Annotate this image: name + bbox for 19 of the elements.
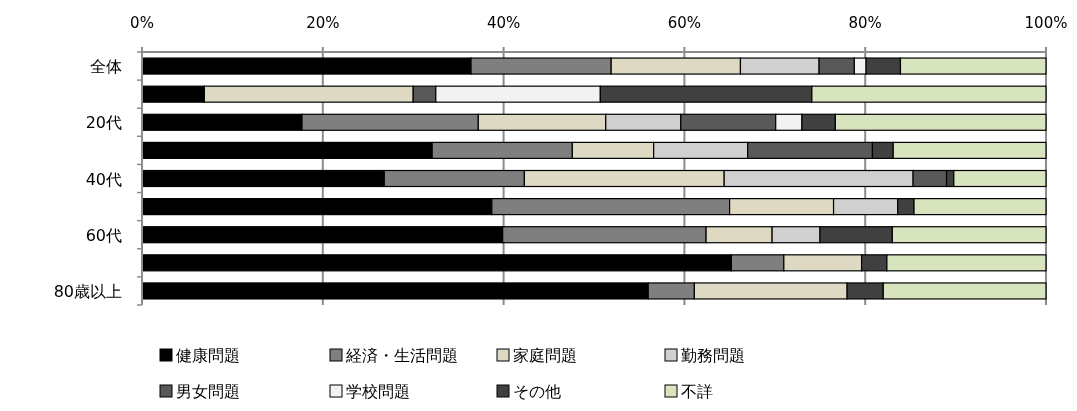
x-tick-label: 60% xyxy=(667,14,702,32)
legend-label: 健康問題 xyxy=(176,346,240,365)
legend-label: 勤務問題 xyxy=(681,346,745,365)
legend-label: 学校問題 xyxy=(346,382,410,401)
x-tick-label: 20% xyxy=(306,14,340,32)
legend-label: 経済・生活問題 xyxy=(345,346,458,365)
y-tick-label: 40代 xyxy=(85,169,122,189)
x-tick-label: 40% xyxy=(486,14,521,32)
x-tick-label: 0% xyxy=(130,14,154,32)
legend-label: その他 xyxy=(513,382,561,401)
y-tick-label: 20代 xyxy=(85,113,122,133)
x-tick-label: 80% xyxy=(848,14,882,32)
y-tick-label: 全体 xyxy=(90,57,122,77)
y-tick-label: 80歳以上 xyxy=(53,281,122,301)
legend-label: 男女問題 xyxy=(176,382,240,401)
x-tick-label: 100% xyxy=(1024,14,1068,32)
y-tick-label: 60代 xyxy=(85,225,122,245)
legend-label: 不詳 xyxy=(681,382,713,401)
legend-label: 家庭問題 xyxy=(513,346,577,365)
